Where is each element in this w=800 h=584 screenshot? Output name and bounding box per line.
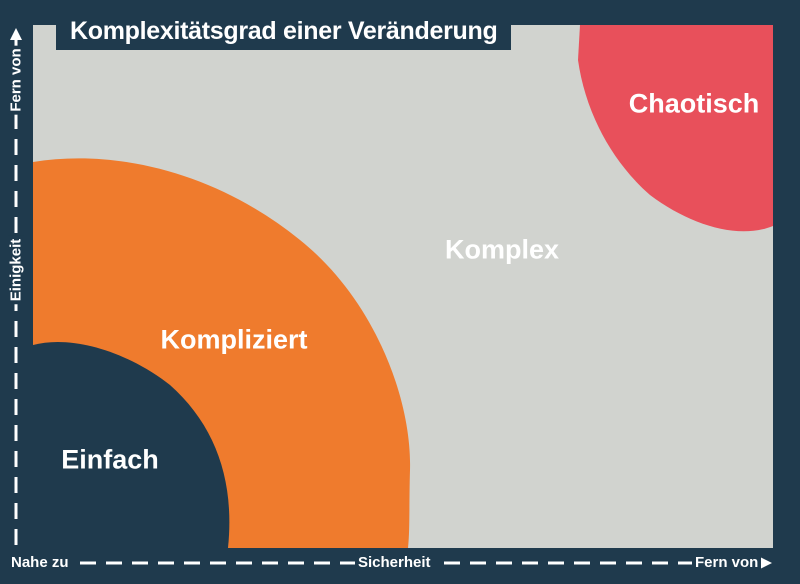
komplex-label: Komplex	[444, 234, 560, 265]
diagram-title: Komplexitätsgrad einer Veränderung	[56, 12, 512, 50]
kompliziert-region	[33, 158, 411, 548]
chaotisch-label: Chaotisch	[628, 88, 760, 119]
y-axis-arrow-icon	[10, 28, 22, 40]
y-axis-end-label: Fern von	[7, 45, 25, 115]
einfach-region	[33, 341, 230, 548]
x-axis-label: Sicherheit	[355, 554, 434, 571]
x-axis-arrow-icon	[760, 557, 772, 569]
x-axis-end-label: Fern von	[692, 554, 762, 571]
chaotisch-region	[578, 25, 773, 232]
kompliziert-label: Kompliziert	[160, 324, 308, 355]
x-axis-start-label: Nahe zu	[8, 554, 72, 571]
einfach-label: Einfach	[61, 444, 159, 475]
y-axis-label: Einigkeit	[7, 235, 25, 305]
